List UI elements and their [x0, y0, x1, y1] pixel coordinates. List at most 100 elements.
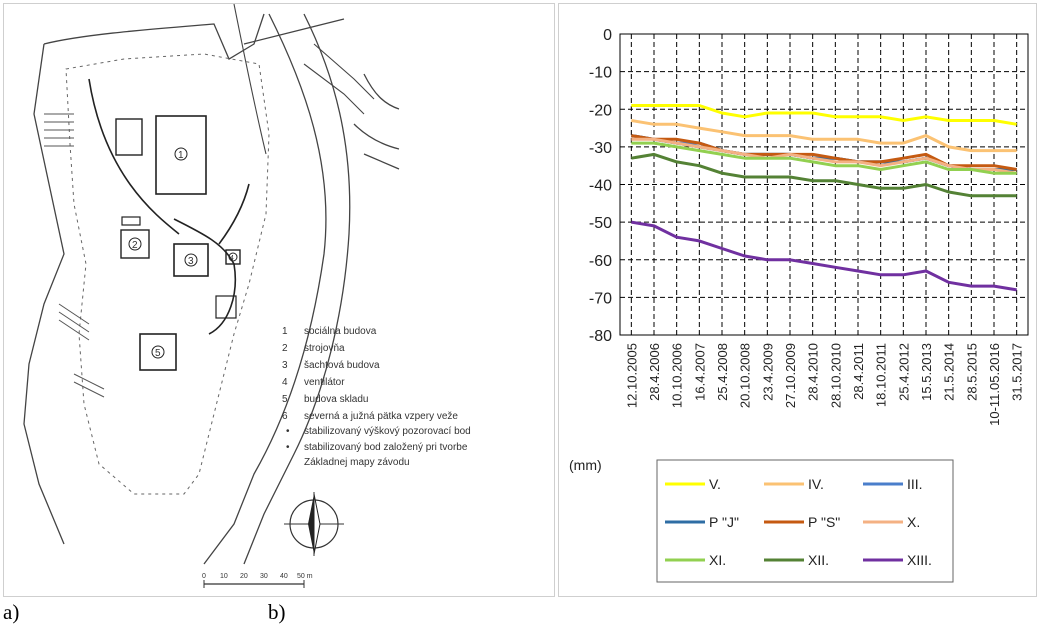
building-2-label: 2 — [132, 240, 138, 251]
y-tick-label: -10 — [589, 65, 612, 82]
map-legend-text-3: šachtová budova — [304, 360, 380, 371]
series-line-8 — [631, 152, 1017, 198]
y-tick-label: 0 — [603, 27, 612, 44]
legend-box — [656, 459, 954, 583]
legend-label: XIII. — [907, 552, 932, 568]
x-tick-label: 28.10.2010 — [828, 343, 843, 408]
site-map-panel: 1 2 3 4 5 1 sociálna budova 2 strojovňa … — [3, 3, 555, 597]
map-legend-text-1: sociálna budova — [304, 326, 377, 337]
map-legend-marker-6: 6 — [282, 411, 288, 422]
scale-bar: 0 10 20 30 40 50 m — [202, 573, 313, 588]
building-small-top — [115, 118, 143, 156]
legend-label: XII. — [808, 552, 829, 568]
legend-label: IV. — [808, 476, 824, 492]
series-line-6 — [631, 137, 1017, 175]
x-tick-label: 28.4.2011 — [851, 343, 866, 400]
series-line-9 — [631, 220, 1017, 292]
road-right — [233, 4, 375, 155]
legend-label: XI. — [709, 552, 726, 568]
map-legend-text-2: strojovňa — [304, 343, 345, 354]
x-tick-label: 21.5.2014 — [942, 343, 957, 401]
settlement-chart: 0 -10 -20 -30 -40 -50 -60 -70 -80 12.10.2005 28.4.… — [569, 27, 1029, 583]
x-tick-label: 28.4.2010 — [806, 343, 821, 401]
building-2-marker — [128, 237, 142, 251]
building-small-left — [121, 216, 141, 226]
map-legend-text-8: stabilizovaný bod založený pri tvorbe — [304, 442, 468, 453]
site-boundary — [65, 53, 270, 495]
map-legend: 1 sociálna budova 2 strojovňa 3 šachtová… — [282, 326, 471, 468]
x-tick-label: 12.10.2005 — [624, 343, 639, 408]
x-tick-label: 10.10.2006 — [670, 343, 685, 408]
building-3 — [173, 243, 209, 277]
building-1 — [155, 115, 207, 195]
building-4 — [225, 249, 241, 265]
chart-grid — [620, 33, 1028, 336]
map-legend-text-7: stabilizovaný výškový pozorovací bod — [304, 426, 471, 437]
x-tick-label: 31.5.2017 — [1010, 343, 1025, 401]
map-legend-marker-7: • — [286, 426, 290, 437]
y-tick-label: -60 — [589, 253, 612, 270]
map-legend-text-9: Základnej mapy závodu — [304, 457, 410, 468]
scale-label-50: 50 m — [297, 573, 313, 580]
site-map-drawing: 1 2 3 4 5 1 sociálna budova 2 strojovňa … — [23, 4, 471, 588]
y-tick-label: -70 — [589, 290, 612, 307]
series-line-2 — [631, 119, 1017, 153]
building-4-label: 4 — [230, 255, 234, 262]
legend-label: X. — [907, 514, 920, 530]
caption-a: a) — [3, 600, 20, 624]
terrain-outline — [23, 13, 327, 565]
terrain-outline-right — [243, 13, 400, 565]
map-legend-marker-8: • — [286, 442, 290, 453]
building-2 — [120, 229, 150, 259]
building-1-marker — [174, 147, 188, 161]
scale-label-20: 20 — [240, 573, 248, 580]
x-tick-label: 23.4.2009 — [760, 343, 775, 401]
legend-label: III. — [907, 476, 923, 492]
chart-panel: 0 -10 -20 -30 -40 -50 -60 -70 -80 12.10.2005 28.4.… — [558, 3, 1037, 597]
legend-label: P "S" — [808, 514, 840, 530]
series-line-1 — [631, 104, 1017, 126]
map-legend-marker-4: 4 — [282, 377, 288, 388]
scale-label-0: 0 — [202, 573, 206, 580]
scale-label-40: 40 — [280, 573, 288, 580]
left-hatching — [44, 113, 105, 398]
plot-frame — [619, 33, 1029, 336]
series-line-7 — [631, 141, 1017, 175]
map-legend-text-6: severná a južná pätka vzpery veže — [304, 411, 458, 422]
chart-axes: 0 -10 -20 -30 -40 -50 -60 -70 -80 12.10.2005 28.4.… — [589, 27, 1029, 426]
x-tick-label: 10-11.05.2016 — [987, 343, 1002, 426]
x-tick-label: 20.10.2008 — [738, 343, 753, 408]
north-arrow-icon — [284, 492, 344, 556]
building-5 — [139, 333, 177, 371]
x-tick-label: 25.4.2008 — [715, 343, 730, 401]
y-tick-label: -80 — [589, 328, 612, 345]
x-tick-label: 27.10.2009 — [783, 343, 798, 408]
y-tick-label: -30 — [589, 140, 612, 157]
x-tick-label: 25.4.2012 — [896, 343, 911, 401]
map-legend-text-4: ventilátor — [304, 377, 345, 388]
x-tick-label: 15.5.2013 — [919, 343, 934, 401]
caption-b: b) — [268, 600, 286, 624]
x-tick-label: 28.4.2006 — [647, 343, 662, 401]
y-tick-label: -40 — [589, 178, 612, 195]
building-4-marker — [228, 252, 238, 262]
y-tick-label: -50 — [589, 215, 612, 232]
building-5-marker — [151, 345, 165, 359]
map-legend-marker-2: 2 — [282, 343, 288, 354]
y-tick-label: -20 — [589, 102, 612, 119]
building-3-label: 3 — [188, 256, 194, 267]
building-3-marker — [184, 253, 198, 267]
chart-legend: V. IV. III. P "J" P "S" X. XI. XII. XIII. — [656, 459, 954, 583]
map-legend-marker-1: 1 — [282, 326, 288, 337]
map-legend-marker-5: 5 — [282, 394, 288, 405]
map-legend-marker-3: 3 — [282, 360, 288, 371]
legend-label: P "J" — [709, 514, 739, 530]
x-tick-label: 16.4.2007 — [692, 343, 707, 401]
chart-series — [631, 104, 1017, 292]
x-tick-label: 28.5.2015 — [964, 343, 979, 401]
building-annex — [215, 295, 237, 319]
legend-label: V. — [709, 476, 721, 492]
x-tick-label: 18.10.2011 — [874, 343, 889, 407]
map-legend-text-5: budova skladu — [304, 394, 369, 405]
scale-label-10: 10 — [220, 573, 228, 580]
